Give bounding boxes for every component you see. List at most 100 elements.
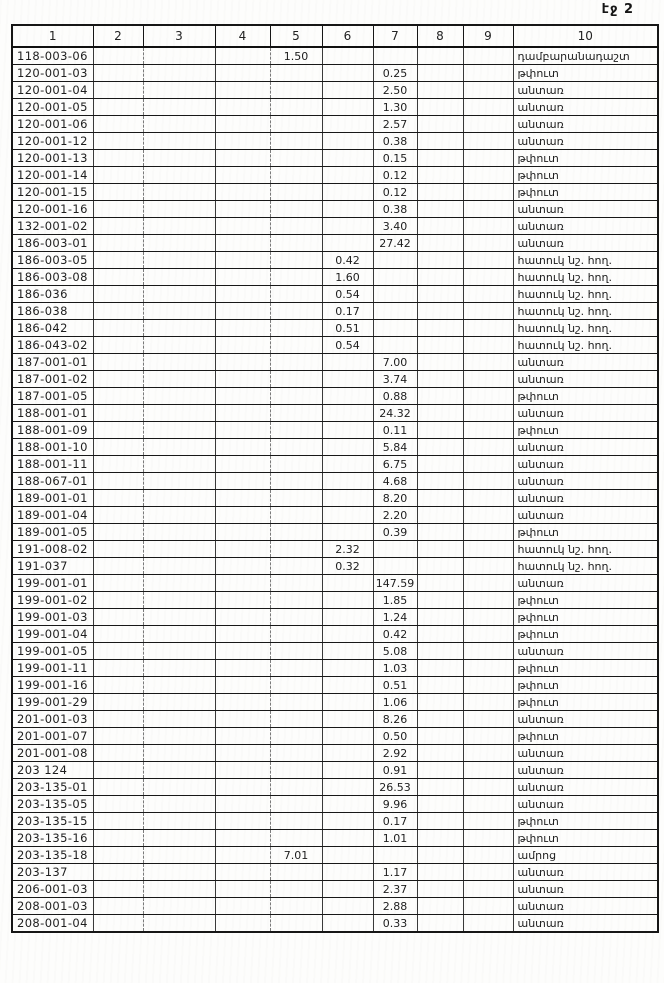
cell-col2 <box>93 744 144 762</box>
cell-area-col7: 2.37 <box>373 880 418 898</box>
parcel-code: 186-038 <box>12 302 94 320</box>
cell-area-col5: 7.01 <box>270 846 323 864</box>
cell-col3 <box>143 455 216 473</box>
cell-area-col5 <box>270 438 323 456</box>
parcel-code: 199-001-01 <box>12 574 94 592</box>
cell-area-col5 <box>270 370 323 388</box>
parcel-code: 187-001-02 <box>12 370 94 388</box>
cell-col9 <box>463 574 514 592</box>
cell-col2 <box>93 268 144 286</box>
column-header-6: 6 <box>321 24 374 48</box>
land-type: անտառ <box>513 914 659 933</box>
cell-col2 <box>93 489 144 507</box>
cell-area-col5 <box>270 625 323 643</box>
land-type: անտառ <box>513 863 659 881</box>
cell-area-col5 <box>270 404 323 422</box>
cell-area-col5 <box>270 659 323 677</box>
cell-col9 <box>463 47 514 65</box>
table-row: 189-001-01 8.20 անտառ <box>12 489 659 507</box>
land-type: անտառ <box>513 642 659 660</box>
cell-col9 <box>463 217 514 235</box>
cell-col8 <box>417 132 464 150</box>
cell-area-col5 <box>270 268 323 286</box>
cell-col8 <box>417 200 464 218</box>
cell-col8 <box>417 812 464 830</box>
cell-col2 <box>93 387 144 405</box>
cell-col2 <box>93 693 144 711</box>
cell-area-col7: 1.01 <box>373 829 418 847</box>
cell-col8 <box>417 64 464 82</box>
column-header-3: 3 <box>142 24 216 48</box>
cell-col8 <box>417 574 464 592</box>
table-row: 203 124 0.91 անտառ <box>12 761 659 779</box>
cell-col9 <box>463 200 514 218</box>
cell-col9 <box>463 914 514 933</box>
cell-col9 <box>463 608 514 626</box>
cell-col3 <box>143 574 216 592</box>
cell-area-col5 <box>270 81 323 99</box>
cell-col3 <box>143 540 216 558</box>
cell-col8 <box>417 693 464 711</box>
cell-area-col5 <box>270 149 323 167</box>
cell-col9 <box>463 540 514 558</box>
cell-area-col6 <box>322 727 374 745</box>
cell-area-col7: 0.50 <box>373 727 418 745</box>
cell-area-col6 <box>322 710 374 728</box>
parcel-code: 191-008-02 <box>12 540 94 558</box>
cell-area-col5 <box>270 880 323 898</box>
cell-area-col6 <box>322 778 374 796</box>
cell-col2 <box>93 829 144 847</box>
table-row: 203-135-15 0.17 թփուտ <box>12 812 659 830</box>
cell-col9 <box>463 744 514 762</box>
cell-col2 <box>93 47 144 65</box>
table-row: 186-003-08 1.60 հատուկ նշ. հող. <box>12 268 659 286</box>
land-type: անտառ <box>513 880 659 898</box>
cell-col9 <box>463 438 514 456</box>
cell-col8 <box>417 98 464 116</box>
table-row: 201-001-07 0.50 թփուտ <box>12 727 659 745</box>
cell-area-col7 <box>373 302 418 320</box>
cell-col3 <box>143 81 216 99</box>
cell-col4 <box>215 778 271 796</box>
table-row: 199-001-01 147.59 անտառ <box>12 574 659 592</box>
cell-col9 <box>463 285 514 303</box>
cell-col3 <box>143 591 216 609</box>
cell-col3 <box>143 98 216 116</box>
table-row: 208-001-03 2.88 անտառ <box>12 897 659 915</box>
cell-col4 <box>215 200 271 218</box>
cell-col3 <box>143 608 216 626</box>
cell-col8 <box>417 846 464 864</box>
cell-area-col6 <box>322 455 374 473</box>
cell-col4 <box>215 608 271 626</box>
cell-area-col7: 3.74 <box>373 370 418 388</box>
cell-col2 <box>93 200 144 218</box>
cell-col4 <box>215 47 271 65</box>
table-row: 199-001-05 5.08 անտառ <box>12 642 659 660</box>
cell-area-col5 <box>270 812 323 830</box>
parcel-code: 189-001-01 <box>12 489 94 507</box>
cell-col3 <box>143 897 216 915</box>
cell-col3 <box>143 489 216 507</box>
cell-area-col7: 2.57 <box>373 115 418 133</box>
cell-col2 <box>93 914 144 933</box>
cell-area-col5 <box>270 744 323 762</box>
cell-area-col7: 0.33 <box>373 914 418 933</box>
cell-area-col6 <box>322 149 374 167</box>
cell-col4 <box>215 438 271 456</box>
cell-area-col5 <box>270 183 323 201</box>
cell-area-col5 <box>270 200 323 218</box>
land-type: թփուտ <box>513 387 659 405</box>
cell-col9 <box>463 387 514 405</box>
cell-col9 <box>463 166 514 184</box>
cell-col8 <box>417 302 464 320</box>
cell-area-col7: 2.92 <box>373 744 418 762</box>
table-row: 188-001-11 6.75 անտառ <box>12 455 659 473</box>
cell-col8 <box>417 336 464 354</box>
cell-col8 <box>417 829 464 847</box>
cell-area-col6 <box>322 472 374 490</box>
cell-area-col7: 0.51 <box>373 676 418 694</box>
cell-area-col6 <box>322 370 374 388</box>
cell-col9 <box>463 863 514 881</box>
table-row: 132-001-02 3.40 անտառ <box>12 217 659 235</box>
cell-col9 <box>463 421 514 439</box>
